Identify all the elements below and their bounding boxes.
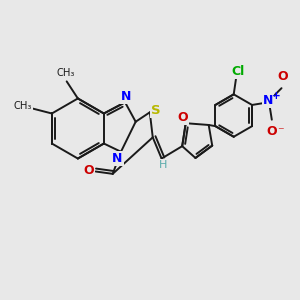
Text: CH₃: CH₃ <box>56 68 74 78</box>
Text: CH₃: CH₃ <box>14 101 32 111</box>
Text: N: N <box>112 152 123 165</box>
Text: Cl: Cl <box>231 65 244 78</box>
Text: N: N <box>263 94 274 107</box>
Text: O: O <box>177 111 188 124</box>
Text: O: O <box>84 164 94 177</box>
Text: ⁻: ⁻ <box>277 125 284 138</box>
Text: H: H <box>159 160 167 170</box>
Text: +: + <box>272 91 280 101</box>
Text: N: N <box>121 91 131 103</box>
Text: O: O <box>266 125 277 138</box>
Text: O: O <box>278 70 288 83</box>
Text: S: S <box>152 104 161 117</box>
